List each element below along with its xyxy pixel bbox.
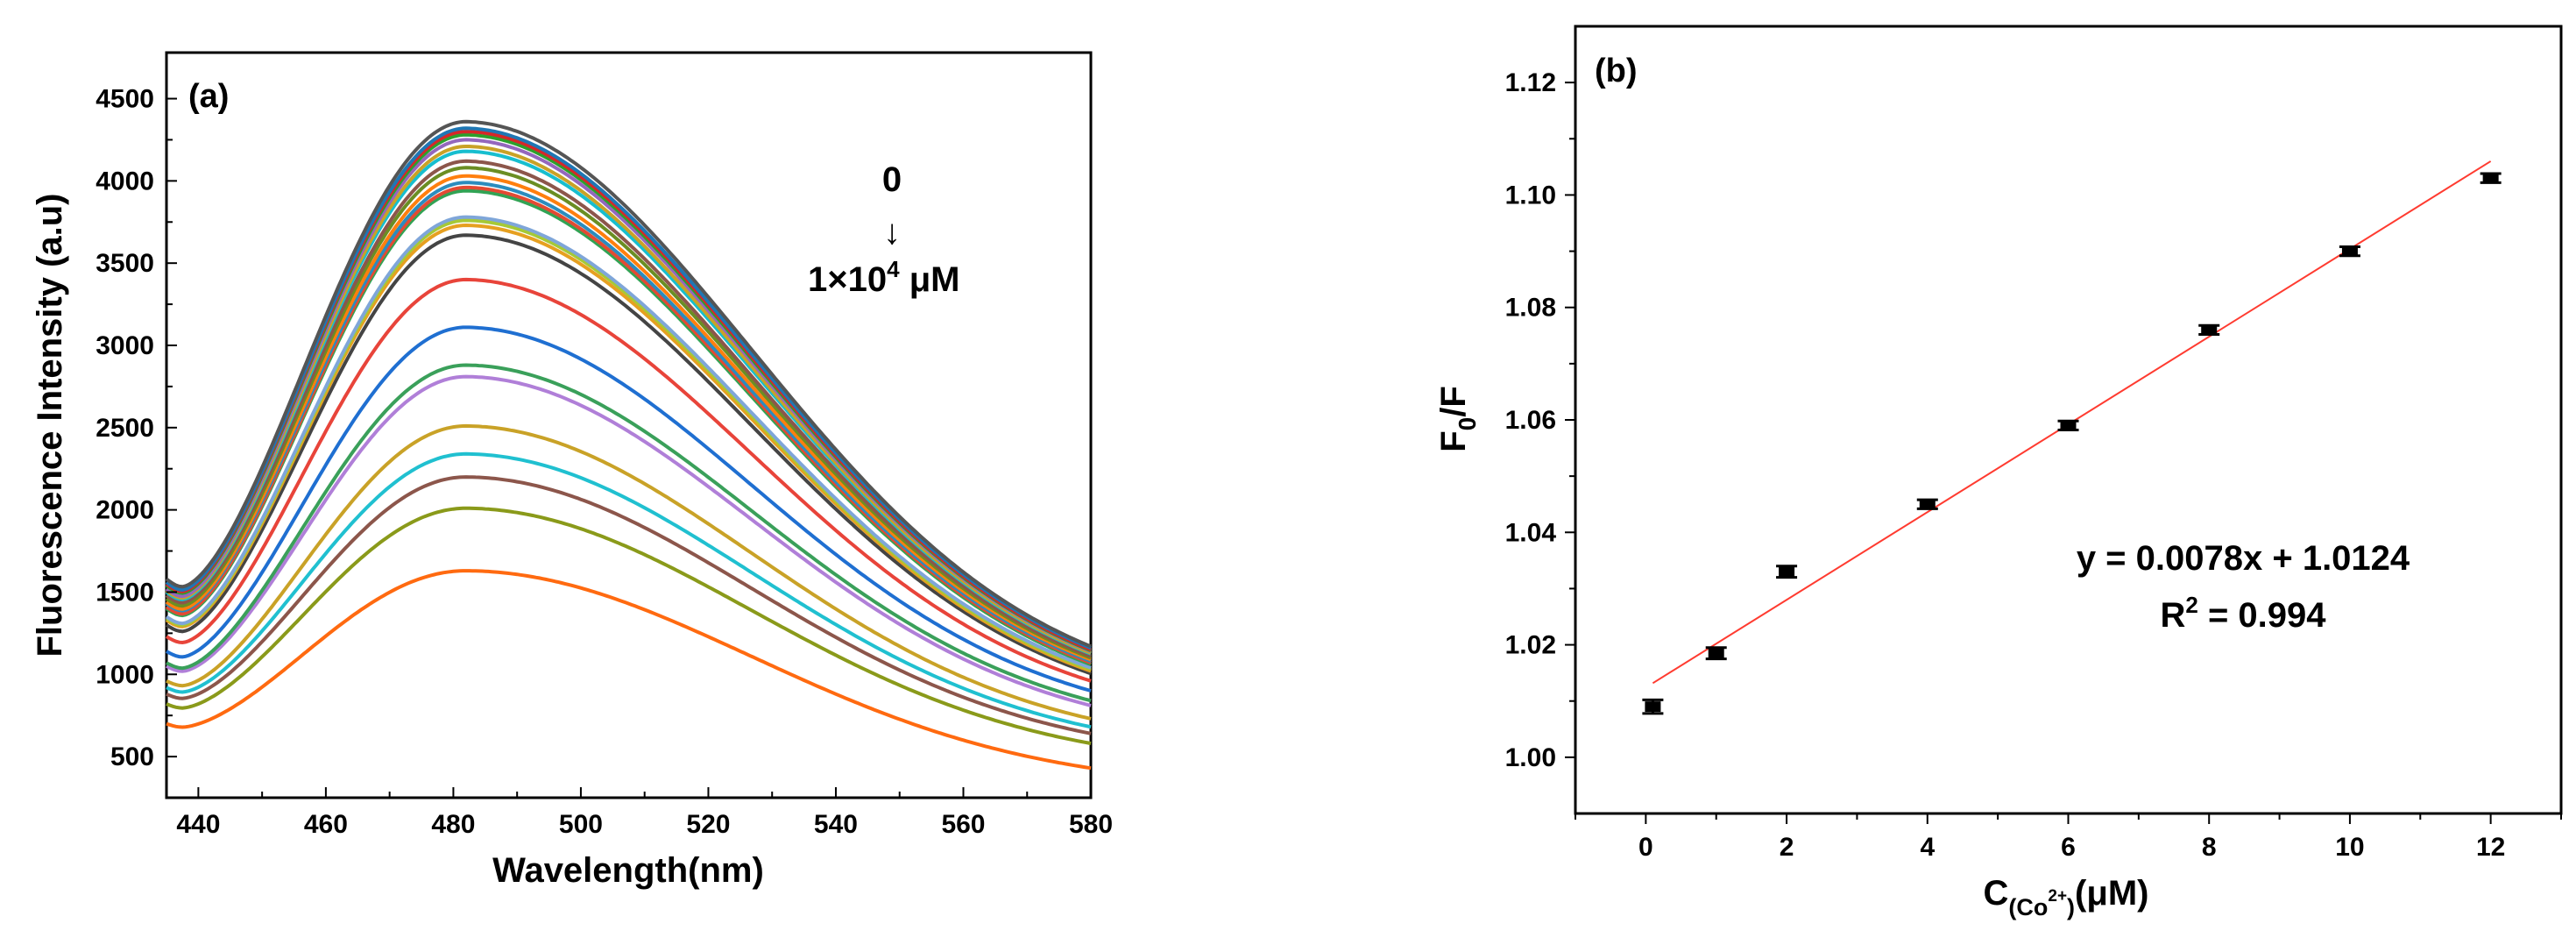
panel-b-y-tick-label: 1.10: [1505, 181, 1556, 210]
panel-b-x-tick-label: 6: [2061, 833, 2076, 862]
data-point: [1779, 566, 1795, 578]
panel-b-points: [1642, 172, 2502, 715]
data-point: [1708, 648, 1724, 659]
panel-b-y-ticks: 1.00 1.02 1.04 1.06 1.08 1.10 1.12: [1505, 68, 1575, 772]
panel-b-chart: 0 2 4 6 8 10 12 1.00 1.02 1.04 1.06 1.08 1.10 1.12 (…: [1434, 25, 2563, 920]
panel-a-y-tick-label: 2000: [96, 496, 154, 525]
spectrum-curve: [166, 569, 1092, 771]
spectrum-curve: [165, 126, 1092, 650]
panel-a-curves: [165, 119, 1092, 771]
r-squared: R2 = 0.994: [2160, 592, 2326, 635]
spectrum-curve: [166, 475, 1092, 735]
panel-b-x-tick-label: 0: [1638, 833, 1653, 862]
data-point: [2482, 173, 2499, 184]
panel-b-x-axis-label: C(Co2+)(μM): [1984, 874, 2149, 920]
panel-b-x-tick-label: 8: [2202, 833, 2217, 862]
panel-b-x-tick-label: 4: [1920, 833, 1935, 862]
panel-a-x-axis-label: Wavelength(nm): [492, 851, 764, 890]
spectrum-curve: [165, 159, 1092, 658]
panel-a-y-ticks: 500 1000 1500 2000 2500 3000 3500 4000 4500: [96, 85, 177, 771]
spectrum-curve: [165, 174, 1092, 662]
panel-a-y-tick-label: 2500: [96, 414, 154, 443]
spectrum-curve: [165, 181, 1092, 664]
panel-b-x-tick-label: 10: [2335, 833, 2364, 862]
spectrum-curve: [166, 374, 1092, 707]
panel-b-x-ticks: 0 2 4 6 8 10 12: [1575, 813, 2562, 862]
fit-equation: y = 0.0078x + 1.0124: [2077, 539, 2410, 578]
panel-a-y-tick-label: 4000: [96, 167, 154, 195]
panel-a-x-tick-label: 560: [941, 810, 985, 839]
spectrum-curve: [165, 277, 1092, 683]
panel-b-y-tick-label: 1.06: [1505, 406, 1556, 435]
panel-b-y-tick-label: 1.08: [1505, 294, 1556, 323]
panel-a-y-tick-label: 4500: [96, 85, 154, 114]
panel-b-y-tick-label: 1.00: [1505, 743, 1556, 772]
panel-b-label: (b): [1595, 53, 1638, 89]
panel-a-chart: 440 460 480 500 520 540 560 580 500 1000 1500 2000…: [31, 51, 1113, 890]
spectrum-curve: [166, 506, 1092, 746]
annotation-top: 0: [882, 160, 902, 199]
panel-b-y-tick-label: 1.04: [1505, 518, 1557, 547]
panel-b-y-axis-label: F0/F: [1434, 386, 1481, 452]
panel-a-label: (a): [188, 78, 229, 115]
data-point: [2201, 324, 2218, 336]
panel-a-x-tick-label: 540: [814, 810, 858, 839]
panel-a-y-tick-label: 3500: [96, 249, 154, 278]
data-point: [1645, 701, 1661, 713]
spectrum-curve: [165, 233, 1092, 676]
panel-a-y-tick-label: 1000: [96, 660, 154, 689]
panel-a-x-tick-label: 500: [559, 810, 603, 839]
panel-a-y-axis-label: Fluorescence Intensity (a.u): [31, 193, 69, 657]
panel-a-y-tick-label: 500: [110, 742, 154, 771]
spectrum-curve: [165, 119, 1092, 649]
spectrum-curve: [165, 166, 1092, 660]
spectrum-curve: [166, 363, 1092, 703]
panel-b-y-tick-label: 1.02: [1505, 631, 1556, 660]
panel-a-y-tick-label: 3000: [96, 331, 154, 360]
annotation-bottom: 1×104 μM: [808, 256, 959, 299]
annotation-arrow: ↓: [883, 213, 901, 252]
spectrum-curve: [165, 215, 1092, 670]
panel-a-x-tick-label: 580: [1069, 810, 1113, 839]
panel-a-plot-frame: [165, 51, 1093, 799]
panel-a-y-tick-label: 1500: [96, 578, 154, 607]
panel-a-x-tick-label: 520: [686, 810, 730, 839]
data-point: [2060, 420, 2077, 431]
data-point: [2341, 245, 2358, 257]
panel-a-x-tick-label: 480: [431, 810, 475, 839]
spectrum-curve: [166, 451, 1092, 729]
panel-b-x-tick-label: 2: [1780, 833, 1794, 862]
panel-a-x-ticks: 440 460 480 500 520 540 560 580: [176, 787, 1113, 839]
spectrum-curve: [166, 423, 1092, 721]
panel-b-y-tick-label: 1.12: [1505, 68, 1556, 97]
panel-a-x-tick-label: 440: [176, 810, 220, 839]
panel-b-x-tick-label: 12: [2476, 833, 2505, 862]
spectrum-curve: [166, 325, 1092, 693]
panel-a-x-tick-label: 460: [304, 810, 348, 839]
data-point: [1919, 499, 1936, 510]
